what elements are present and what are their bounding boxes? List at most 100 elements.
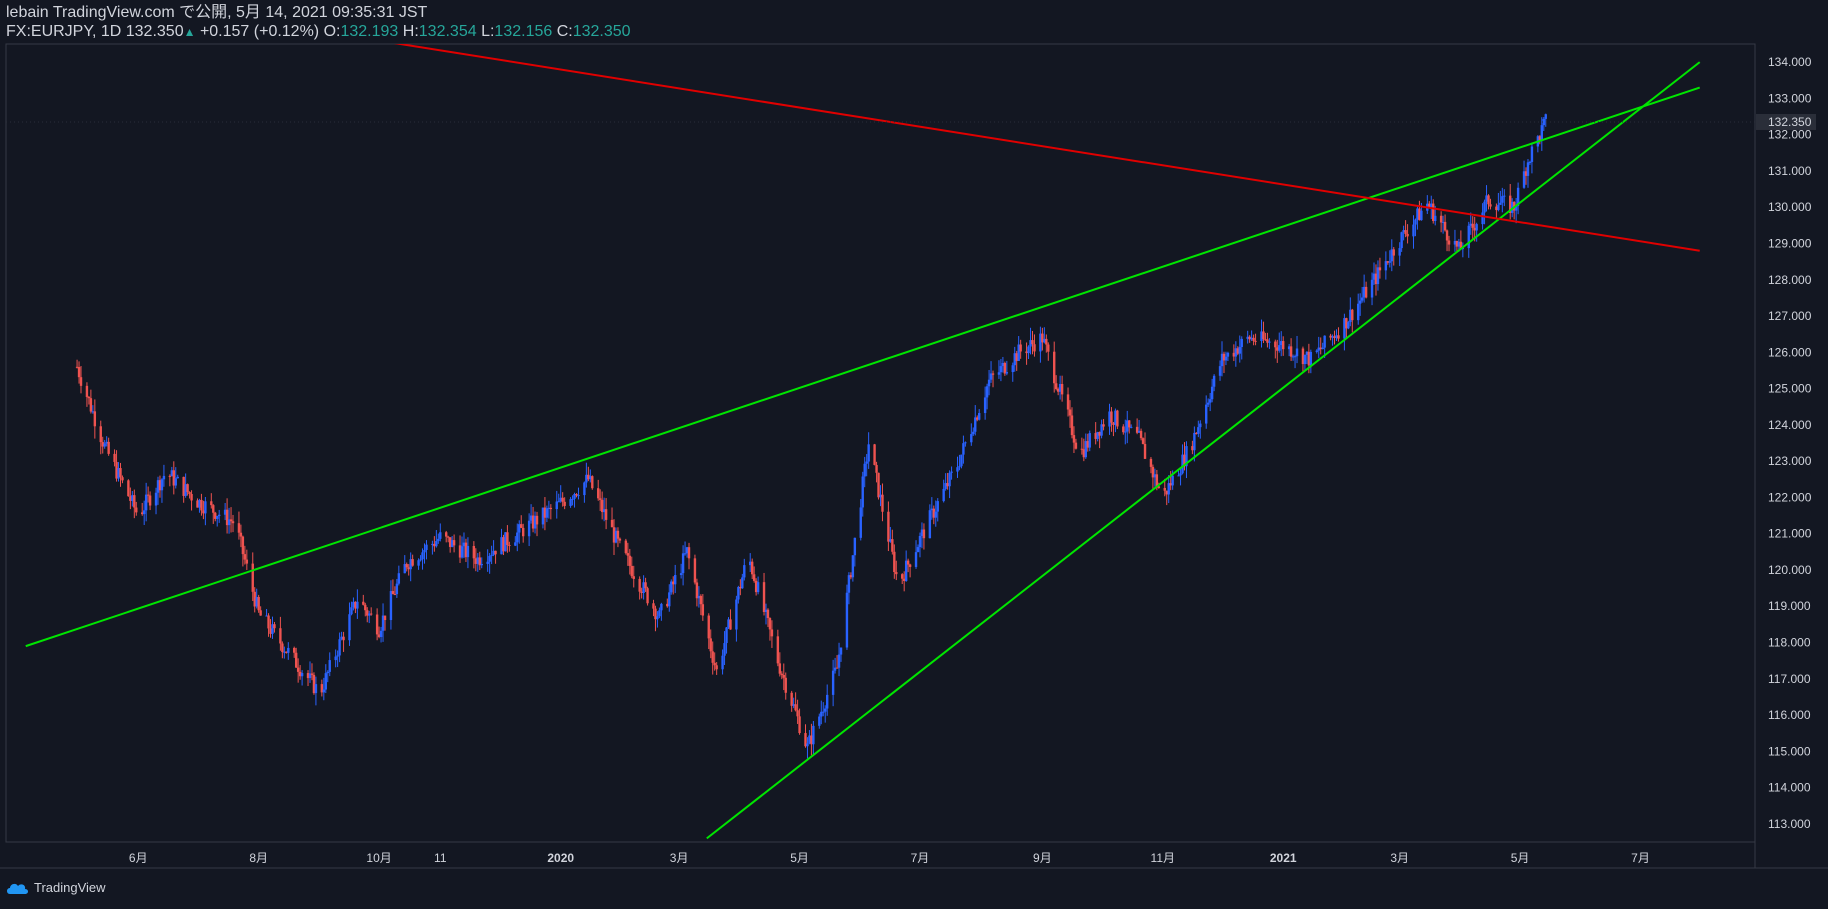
last-price: 132.350 [125, 23, 184, 40]
candle-body [119, 468, 122, 478]
candle-body [1137, 430, 1141, 433]
candle-body [891, 539, 894, 552]
candle-body [1135, 426, 1139, 433]
candle-body [618, 538, 622, 541]
candle-body [597, 488, 600, 499]
publish-line: lebain TradingView.com で公開, 5月 14, 2021 … [6, 4, 428, 21]
price-tick-label: 122.000 [1768, 490, 1812, 504]
candle-body [172, 470, 175, 486]
candle-body [1165, 490, 1168, 495]
candle-body [107, 441, 110, 454]
candle-body [1045, 338, 1048, 345]
candle-body [1082, 449, 1086, 458]
candle-body [709, 638, 712, 652]
candle-body [604, 509, 608, 520]
candle-body [683, 553, 687, 555]
candle-body [798, 716, 801, 734]
price-axis[interactable]: 113.000 114.000 115.000 116.000 117.000 118.0… [6, 55, 1816, 831]
candle-body [531, 515, 535, 529]
time-tick-label: 3月 [670, 851, 689, 865]
candle-body [421, 552, 424, 560]
candle-body [1149, 458, 1153, 467]
candle-body [895, 572, 898, 575]
candle-body [914, 552, 918, 567]
candle-body [826, 694, 829, 709]
candle-body [711, 651, 714, 663]
candle-body [670, 581, 673, 593]
price-tick-label: 129.000 [1768, 237, 1812, 251]
candle-body [1430, 203, 1433, 208]
candle-body [754, 580, 758, 593]
candle-body [725, 627, 728, 644]
candle-body [141, 512, 144, 515]
candle-body [930, 508, 934, 511]
candle-body [701, 604, 705, 616]
candle-body [281, 643, 284, 653]
candle-body [946, 483, 949, 487]
candle-body [887, 511, 890, 542]
candle-body [849, 575, 853, 578]
candle-body [616, 530, 620, 539]
candle-body [1264, 339, 1267, 341]
tradingview-logo[interactable]: TradingView [6, 880, 106, 895]
candle-body [452, 540, 456, 546]
candle-body [1003, 362, 1007, 374]
candle-body [336, 655, 339, 657]
candle-body [958, 466, 961, 468]
candle-body [389, 591, 393, 621]
price-tick-label: 121.000 [1768, 527, 1812, 541]
candle-body [322, 689, 326, 693]
candle-body [425, 544, 428, 550]
price-tick-label: 127.000 [1768, 309, 1812, 323]
candle-body [472, 545, 476, 559]
candle-body [1428, 203, 1431, 208]
candle-body [1072, 435, 1076, 443]
candle-body [296, 667, 300, 672]
candle-body [679, 573, 683, 576]
candle-body [174, 478, 177, 486]
trendlines-layer [25, 44, 1701, 840]
candle-body [486, 561, 489, 564]
candle-body [652, 603, 655, 609]
candle-body [1473, 227, 1476, 231]
candle-body [729, 619, 732, 630]
candle-body [1143, 443, 1147, 459]
time-tick-label: 10月 [366, 851, 391, 865]
time-tick-label: 2020 [547, 851, 574, 865]
candle-body [1287, 346, 1291, 350]
candle-body [1420, 210, 1423, 221]
candle-body [1056, 388, 1060, 392]
candle-body [1544, 114, 1547, 119]
candle-body [918, 536, 922, 548]
candle-body [810, 735, 813, 745]
candle-body [1054, 383, 1058, 389]
candle-body [1114, 410, 1117, 425]
candle-body [162, 475, 166, 480]
time-axis[interactable]: 6月 8月 10月 11 2020 3月 5月 7月 9月 11月 2021 3月 5月 7月 [129, 851, 1650, 865]
change-label: +0.157 (+0.12%) [199, 23, 320, 40]
candle-body [1516, 187, 1520, 206]
candle-body [920, 529, 924, 537]
candle-body [833, 667, 837, 671]
candle-body [1406, 233, 1409, 237]
candle-body [464, 542, 468, 558]
time-tick-label: 7月 [911, 851, 930, 865]
candle-body [1043, 338, 1046, 343]
low-label: L: [481, 23, 495, 40]
candle-body [974, 417, 977, 432]
candle-body [1218, 366, 1222, 376]
candle-body [279, 628, 282, 644]
candle-body [409, 559, 412, 570]
candle-body [306, 673, 310, 679]
candle-body [555, 501, 558, 510]
candle-body [646, 588, 649, 604]
candle-body [575, 494, 578, 496]
candle-body [865, 461, 868, 464]
candle-body [699, 595, 703, 605]
candle-body [1236, 348, 1240, 354]
candle-body [395, 583, 399, 595]
candle-body [1167, 483, 1170, 495]
candle-body [1441, 221, 1445, 223]
candle-body [326, 671, 329, 674]
